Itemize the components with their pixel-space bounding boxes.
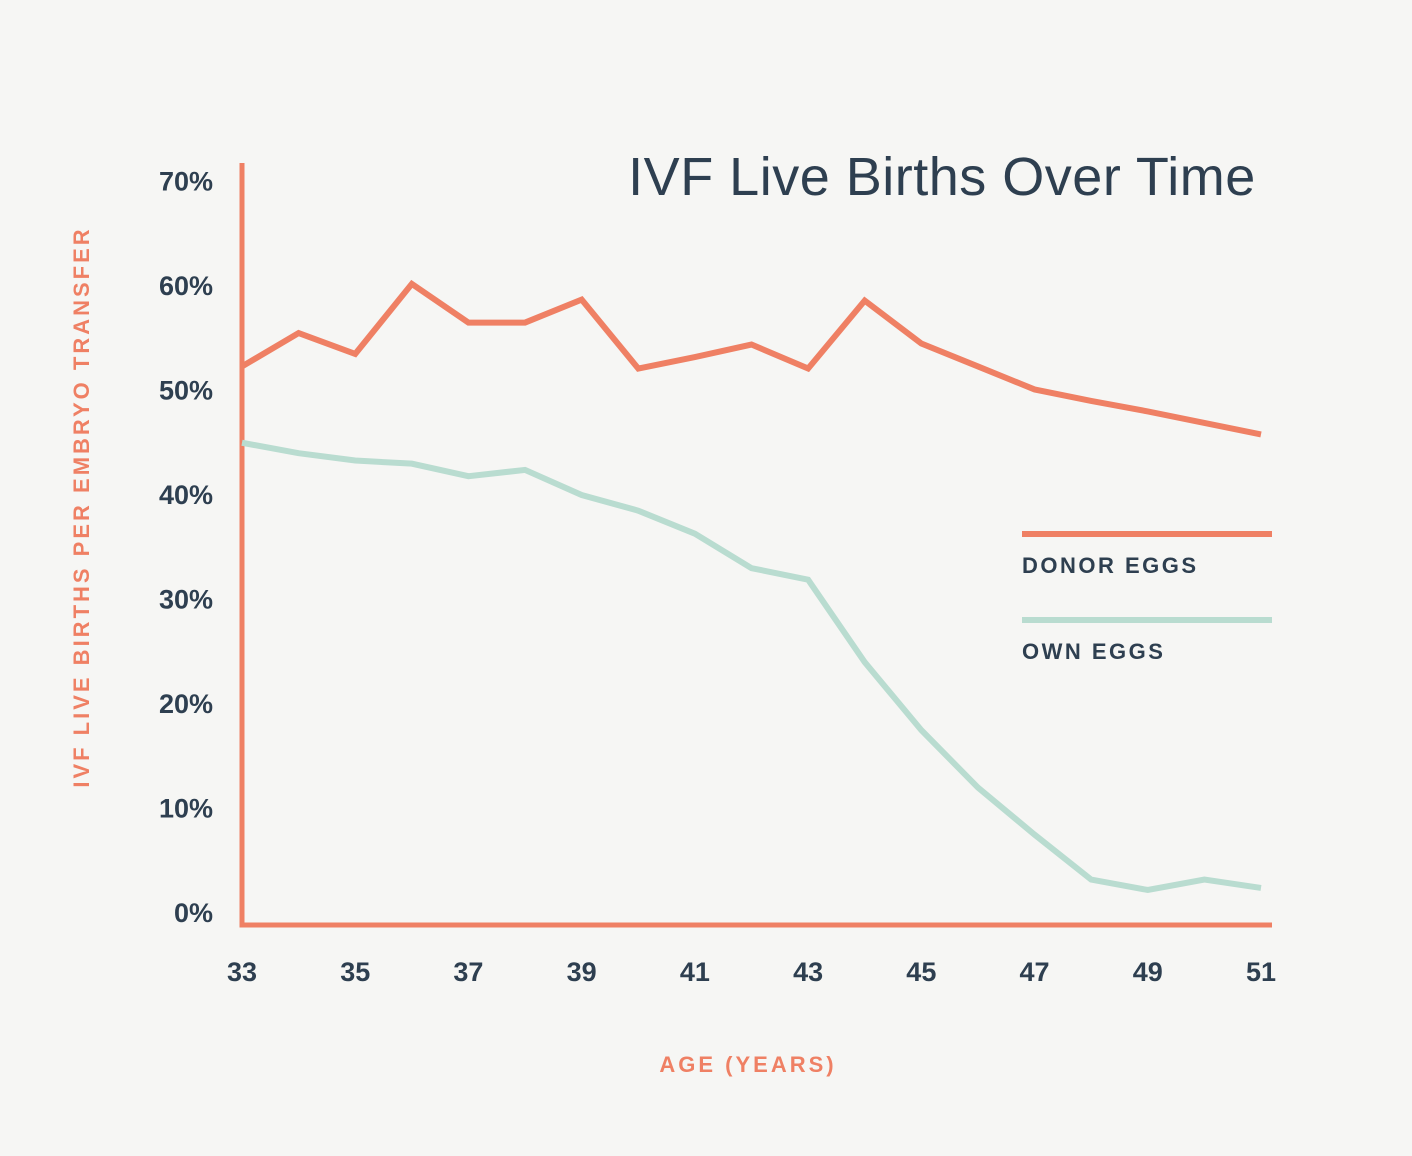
x-axis-title: AGE (YEARS) [659,1052,837,1077]
x-tick-label: 33 [227,957,257,987]
x-tick-label: 39 [567,957,597,987]
y-tick-label: 10% [159,794,213,824]
x-tick-label: 47 [1020,957,1050,987]
x-tick-label: 41 [680,957,710,987]
y-tick-label: 40% [159,480,213,510]
x-tick-label: 35 [340,957,370,987]
x-tick-label: 51 [1246,957,1276,987]
legend-label-own-eggs: OWN EGGS [1022,639,1166,664]
legend-item-donor-eggs: DONOR EGGS [1022,531,1272,579]
donor-eggs-series-line [240,279,1262,438]
y-tick-label: 50% [159,376,213,406]
y-tick-label: 70% [159,167,213,197]
x-tick-label: 43 [793,957,823,987]
legend-label-donor-eggs: DONOR EGGS [1022,553,1199,578]
own-eggs-series-line [241,439,1262,894]
y-tick-label: 20% [159,689,213,719]
x-tick-label: 49 [1133,957,1163,987]
x-tick-label: 45 [906,957,936,987]
y-tick-label: 0% [174,898,213,928]
y-tick-label: 60% [159,271,213,301]
legend-item-own-eggs: OWN EGGS [1022,617,1272,665]
chart-title: IVF Live Births Over Time [628,147,1256,207]
x-tick-label: 37 [453,957,483,987]
own-eggs-line-swatch [1022,617,1272,623]
legend: DONOR EGGS OWN EGGS [1022,531,1272,703]
y-tick-label: 30% [159,585,213,615]
donor-eggs-line-swatch [1022,531,1272,537]
